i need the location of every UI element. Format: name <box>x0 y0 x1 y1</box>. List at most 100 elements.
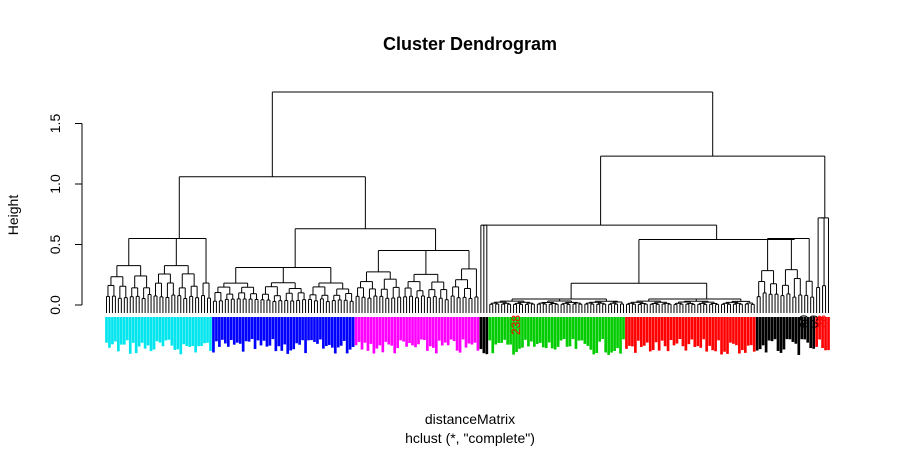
leaf-label-mark <box>289 317 293 351</box>
leaf-label-mark <box>797 317 801 355</box>
leaf-label-mark <box>645 317 649 343</box>
leaf-label-mark <box>417 317 420 345</box>
y-axis: 0.0 0.5 1.0 1.5 <box>47 114 83 315</box>
leaf-label-mark <box>316 317 319 344</box>
leaf-label-mark <box>809 317 813 349</box>
leaf-label-mark <box>134 317 138 354</box>
leaf-label-mark <box>277 317 281 347</box>
leaf-label-mark <box>530 317 533 342</box>
leaf-label-mark <box>521 317 524 348</box>
leaf-label-mark <box>541 317 545 348</box>
leaf-label-mark <box>390 317 394 346</box>
leaf-label-mark <box>738 317 741 354</box>
leaf-label: 69 <box>807 315 821 329</box>
leaf-label-mark <box>241 317 245 352</box>
leaf-label-mark <box>556 317 560 347</box>
leaf-label-mark <box>726 317 729 354</box>
leaf-label-mark <box>384 317 388 342</box>
leaf-label-mark <box>143 317 147 349</box>
leaf-label-mark <box>568 317 572 347</box>
leaf-label-mark <box>699 317 703 348</box>
leaf-label-mark <box>497 317 501 343</box>
leaf-label-mark <box>464 317 468 348</box>
leaf-label-mark <box>580 317 584 341</box>
leaf-label-mark <box>678 317 682 340</box>
leaf-label-mark <box>535 317 539 344</box>
leaf-label-mark <box>527 317 530 347</box>
leaf-label-mark <box>393 317 397 354</box>
leaf-label-mark <box>408 317 411 344</box>
leaf-label-mark <box>235 317 239 343</box>
leaf-label-mark <box>108 317 111 348</box>
leaf-label-mark <box>268 317 272 346</box>
leaf-label: 60 <box>797 315 811 329</box>
leaf-label-mark <box>720 317 723 355</box>
leaf-label-mark <box>824 317 827 351</box>
leaf-label-mark <box>500 317 504 343</box>
leaf-label-mark <box>238 317 242 344</box>
leaf-label-mark <box>518 317 521 349</box>
leaf-label-mark <box>732 317 735 344</box>
leaf-label-mark <box>313 317 316 342</box>
leaf-label-mark <box>366 317 370 351</box>
leaf-label-mark <box>803 317 807 340</box>
leaf-label-mark <box>565 317 569 347</box>
leaf-label-mark <box>336 317 340 348</box>
leaf-label-mark <box>684 317 688 351</box>
leaf-label-mark <box>164 317 168 341</box>
leaf-label-mark <box>443 317 447 343</box>
leaf-label-mark <box>482 317 486 354</box>
y-axis-label: Height <box>5 195 21 236</box>
leaf-label-mark <box>354 317 358 346</box>
leaf-label-mark <box>357 317 361 342</box>
leaf-label-mark <box>304 317 307 354</box>
leaf-label-mark <box>702 317 706 340</box>
leaf-label-mark <box>654 317 658 343</box>
leaf-label-mark <box>491 317 495 354</box>
chart-title: Cluster Dendrogram <box>383 34 557 54</box>
leaf-label-mark <box>794 317 798 344</box>
leaf-label-mark <box>170 317 174 346</box>
leaf-label-mark <box>818 317 821 340</box>
leaf-label-mark <box>434 317 438 354</box>
leaf-label-mark <box>770 317 774 342</box>
leaf-label-mark <box>194 317 197 353</box>
leaf-label-mark <box>550 317 554 349</box>
leaf-label-mark <box>197 317 200 347</box>
leaf-label-mark <box>325 317 328 347</box>
leaf-label-mark <box>723 317 726 352</box>
leaf-label-mark <box>161 317 165 347</box>
leaf-label-mark <box>657 317 661 351</box>
leaf-label-mark <box>806 317 810 343</box>
dendrogram-tree <box>105 91 830 313</box>
leaf-label-mark <box>767 317 771 341</box>
leaf-label-mark <box>446 317 450 346</box>
leaf-label-mark <box>470 317 474 345</box>
leaf-label-mark <box>515 317 518 353</box>
leaf-label-mark <box>437 317 441 341</box>
leaf-label-mark <box>639 317 643 347</box>
leaf-label-mark <box>122 317 126 345</box>
leaf-label-mark <box>351 317 355 347</box>
leaf-label-mark <box>295 317 298 344</box>
leaf-label-mark <box>247 317 251 342</box>
leaf-label-mark <box>598 317 602 342</box>
leaf-label-mark <box>672 317 676 346</box>
leaf-label-mark <box>758 317 762 350</box>
x-axis-label: distanceMatrix <box>425 411 515 427</box>
leaf-label-mark <box>512 317 515 355</box>
leaf-label-mark <box>411 317 414 346</box>
leaf-label-mark <box>571 317 575 340</box>
leaf-label-mark <box>330 317 334 348</box>
leaf-label-mark <box>146 317 150 346</box>
leaf-label-mark <box>307 317 310 341</box>
leaf-label-mark <box>616 317 619 349</box>
leaf-label-mark <box>651 317 655 351</box>
y-tick-label: 1.0 <box>47 174 63 194</box>
leaf-label-mark <box>286 317 290 354</box>
y-tick-label: 0.5 <box>47 235 63 255</box>
leaf-label-mark <box>322 317 325 349</box>
leaf-label-mark <box>396 317 400 349</box>
leaf-label: 28 <box>815 315 829 329</box>
leaf-label-mark <box>604 317 608 353</box>
